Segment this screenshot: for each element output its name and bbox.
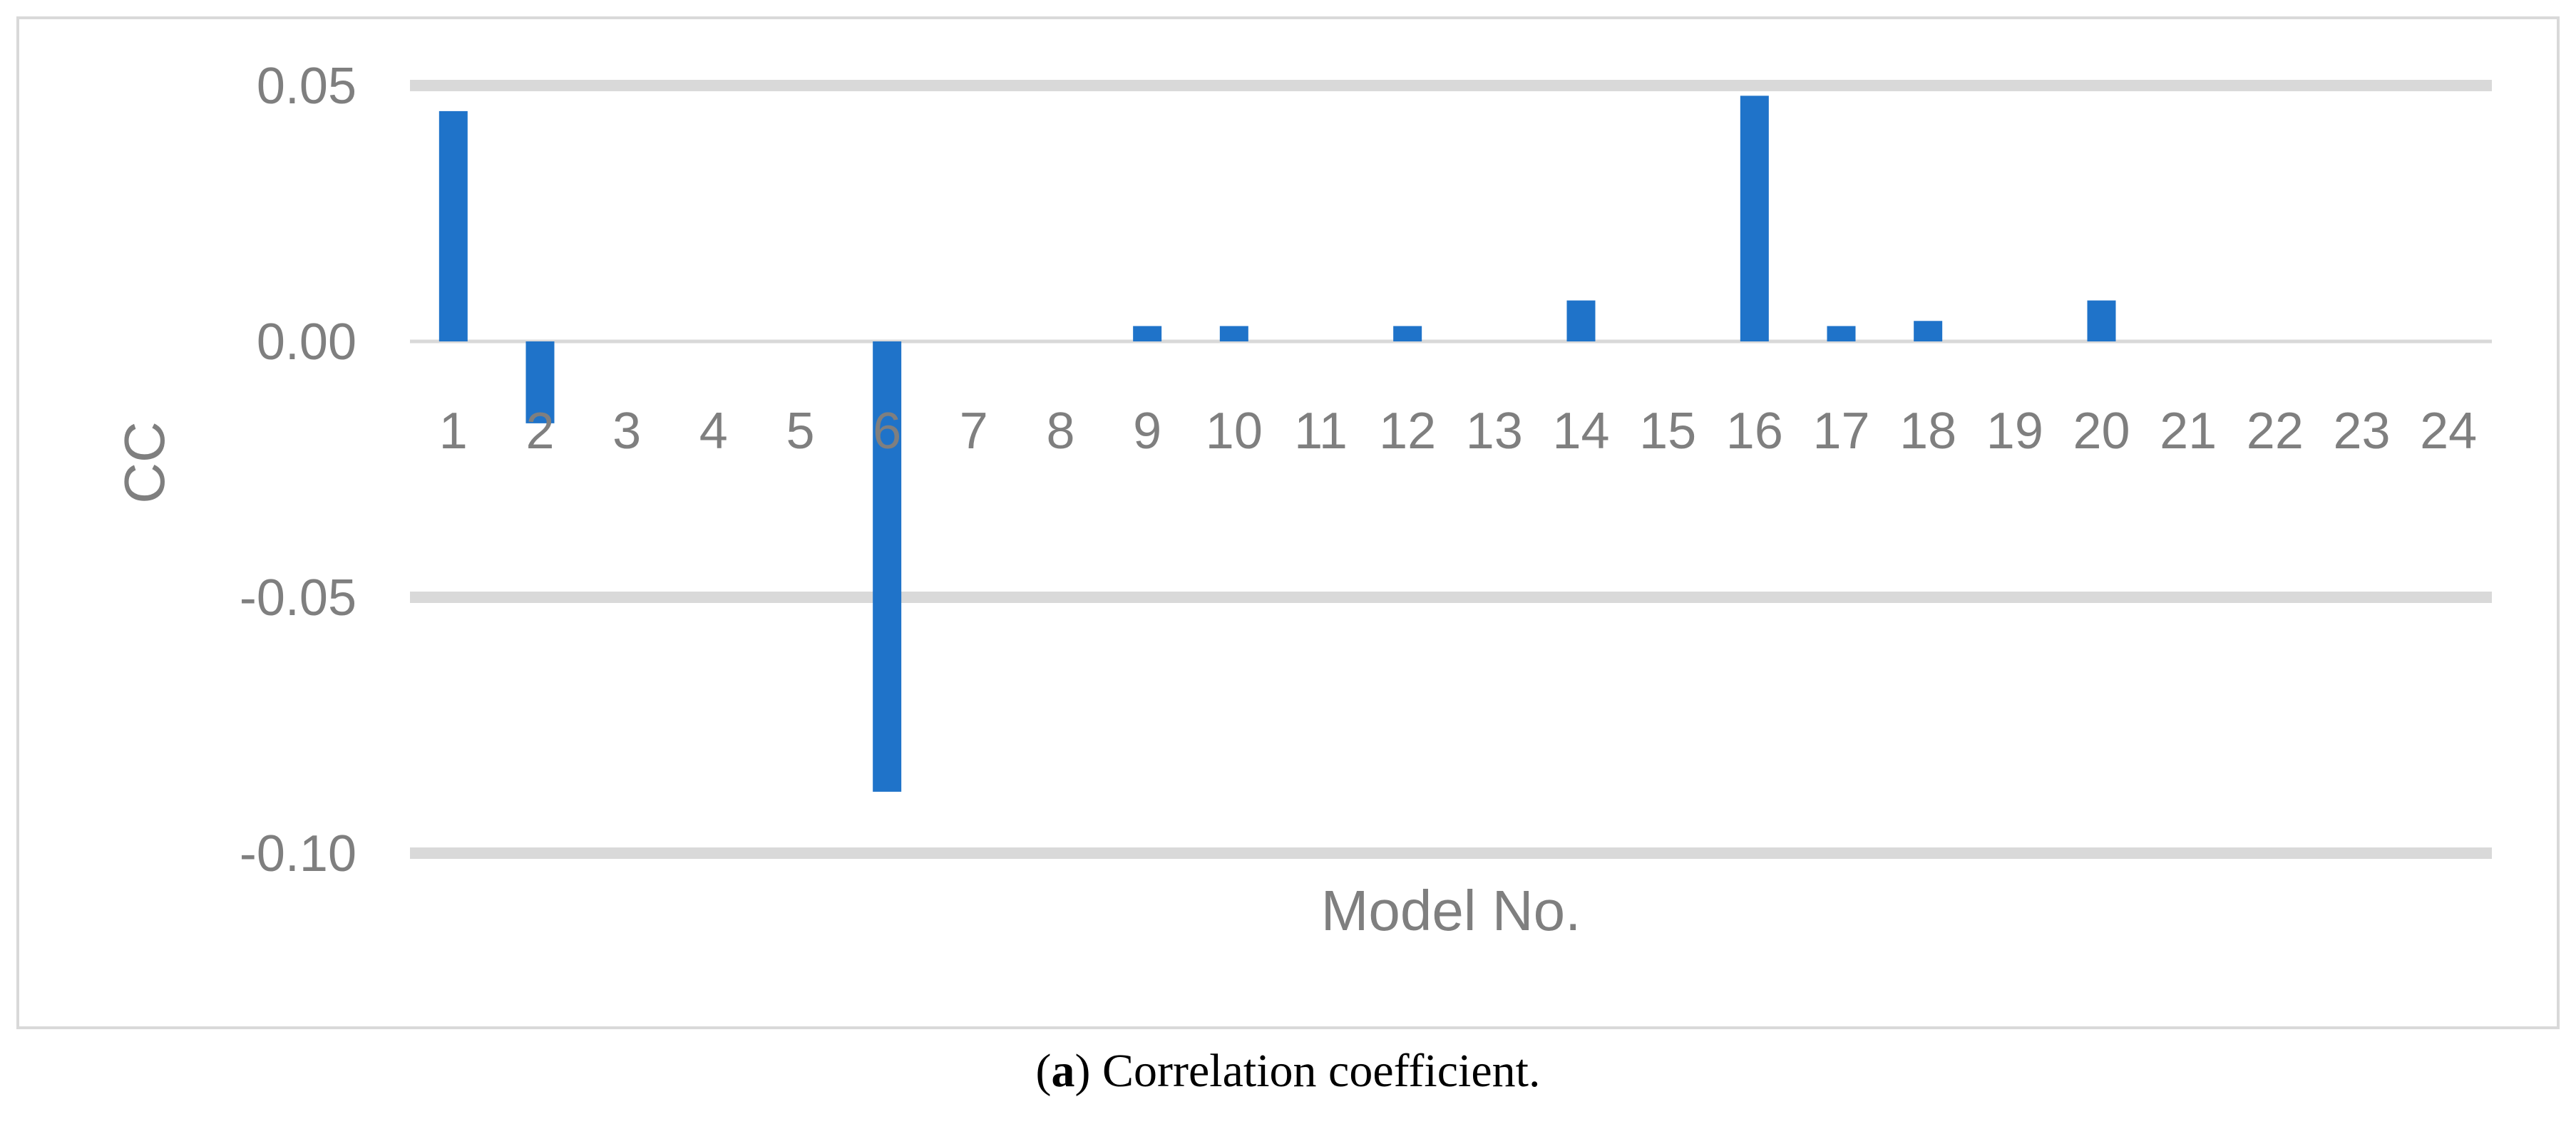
bar — [1827, 326, 1856, 341]
bar — [2087, 300, 2116, 341]
bar-chart: 0.050.00-0.05-0.10 1 2 3 4 5 6 7 8 9 10 11 12 13 14 15… — [113, 58, 2492, 942]
x-tick-label: 20 — [2073, 403, 2130, 460]
x-tick-label: 13 — [1466, 403, 1523, 460]
y-tick-label: -0.10 — [240, 825, 356, 882]
x-tick-label: 24 — [2420, 403, 2477, 460]
x-tick-label: 23 — [2333, 403, 2390, 460]
bar — [873, 341, 902, 792]
bar — [1133, 326, 1162, 341]
x-tick-label: 16 — [1726, 403, 1783, 460]
x-tick-label: 4 — [699, 403, 728, 460]
y-tick-label: 0.05 — [257, 58, 356, 115]
x-tick-labels: 1 2 3 4 5 6 7 8 9 10 11 12 13 14 15 16 17 18 19 20 21 22 23 24 — [439, 403, 2477, 460]
y-tick-label: 0.00 — [257, 314, 356, 371]
gridlines — [410, 80, 2492, 859]
bar — [1914, 321, 1943, 341]
bar — [1566, 300, 1596, 341]
x-tick-label: 12 — [1379, 403, 1436, 460]
x-tick-label: 17 — [1812, 403, 1869, 460]
caption-text: Correlation coefficient. — [1090, 1045, 1541, 1097]
x-tick-label: 9 — [1133, 403, 1161, 460]
x-tick-label: 5 — [786, 403, 814, 460]
bar — [1740, 96, 1769, 342]
x-tick-label: 19 — [1986, 403, 2043, 460]
x-tick-label: 2 — [525, 403, 554, 460]
bar — [525, 341, 555, 423]
x-tick-label: 15 — [1639, 403, 1696, 460]
x-tick-label: 11 — [1294, 403, 1348, 460]
x-tick-label: 3 — [612, 403, 641, 460]
bar — [1219, 326, 1248, 341]
bar — [1393, 326, 1422, 341]
x-tick-label: 1 — [439, 403, 468, 460]
x-tick-label: 21 — [2160, 403, 2217, 460]
y-axis-title: CC — [113, 421, 176, 504]
bar — [438, 110, 468, 341]
y-tick-labels: 0.05 0.00 -0.05 -0.10 — [240, 58, 356, 882]
x-tick-label: 6 — [873, 403, 901, 460]
x-axis-title: Model No. — [1321, 879, 1581, 942]
y-tick-label: -0.05 — [240, 569, 356, 627]
x-tick-label: 10 — [1206, 403, 1263, 460]
bars — [438, 96, 2116, 792]
x-tick-label: 8 — [1046, 403, 1074, 460]
x-tick-label: 14 — [1552, 403, 1609, 460]
x-tick-label: 18 — [1899, 403, 1956, 460]
x-tick-label: 7 — [960, 403, 988, 460]
x-tick-label: 22 — [2247, 403, 2304, 460]
figure-caption: (a) Correlation coefficient. — [1035, 1045, 1541, 1097]
caption-label: a — [1051, 1045, 1075, 1097]
